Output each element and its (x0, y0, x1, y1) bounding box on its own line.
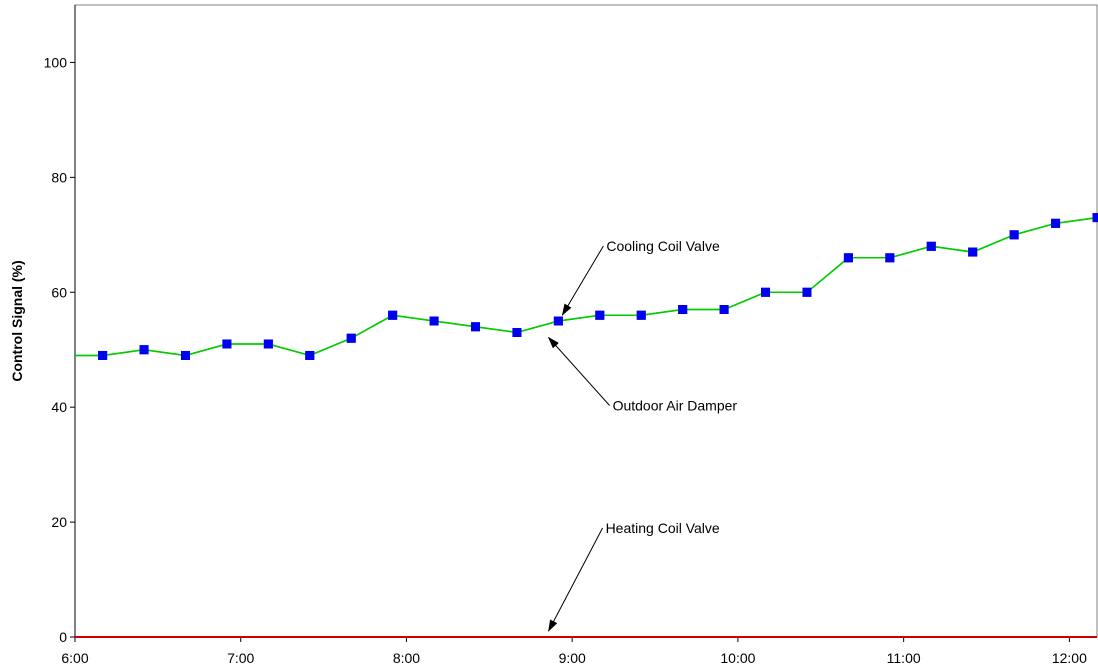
y-tick-label: 60 (51, 284, 67, 300)
series-layer (75, 213, 1098, 638)
x-tick-label: 9:00 (559, 650, 586, 666)
data-point (346, 333, 356, 343)
data-point (636, 310, 646, 320)
data-point (512, 327, 522, 337)
data-point (761, 287, 771, 297)
annotation-heating-coil-valve: Heating Coil Valve (548, 520, 720, 632)
y-tick-label: 100 (44, 54, 68, 70)
annotation-layer: Cooling Coil Valve Outdoor Air Damper Heat… (547, 238, 738, 632)
y-tick-label: 80 (51, 169, 67, 185)
data-point (471, 322, 481, 332)
annotation-outdoor-air-damper: Outdoor Air Damper (547, 336, 738, 413)
data-point (843, 253, 853, 263)
data-point (1051, 218, 1061, 228)
annotation-arrow (547, 336, 610, 406)
annotation-arrow (561, 245, 604, 316)
series-cooling-coil-valve (75, 213, 1098, 360)
x-axis: 6:00 7:00 8:00 9:00 10:00 11:00 12:00 (61, 636, 1097, 666)
x-tick-label: 10:00 (720, 650, 755, 666)
data-point (968, 247, 978, 257)
data-point (595, 310, 605, 320)
series-outdoor-air-damper (75, 213, 1098, 360)
plot-area-frame (74, 4, 1098, 638)
annotation-label: Outdoor Air Damper (613, 397, 738, 413)
y-axis-title: Control Signal (%) (9, 260, 25, 381)
x-tick-label: 12:00 (1052, 650, 1087, 666)
annotation-label: Heating Coil Valve (606, 520, 720, 536)
data-point (678, 305, 688, 315)
data-point (305, 350, 315, 360)
data-point (719, 305, 729, 315)
data-point (802, 287, 812, 297)
data-point (926, 241, 936, 251)
annotation-cooling-coil-valve: Cooling Coil Valve (561, 238, 720, 316)
x-tick-label: 7:00 (227, 650, 254, 666)
series-line (75, 216, 1098, 357)
y-tick-label: 40 (51, 399, 67, 415)
data-point (263, 339, 273, 349)
data-point (553, 316, 563, 326)
x-tick-label: 11:00 (887, 650, 921, 666)
y-tick-label: 20 (51, 514, 67, 530)
series-line (75, 216, 1098, 357)
data-point (222, 339, 232, 349)
y-tick-label: 0 (59, 629, 67, 645)
data-point (885, 253, 895, 263)
data-point (388, 310, 398, 320)
x-tick-label: 8:00 (393, 650, 420, 666)
data-point (1009, 230, 1019, 240)
annotation-label: Cooling Coil Valve (606, 238, 720, 254)
data-point (429, 316, 439, 326)
annotation-arrow (548, 527, 604, 632)
data-point (180, 350, 190, 360)
data-point (139, 345, 149, 355)
x-tick-label: 6:00 (61, 650, 88, 666)
data-point (98, 350, 108, 360)
y-axis: 0 20 40 60 80 100 (44, 5, 76, 645)
data-point (1092, 213, 1098, 223)
